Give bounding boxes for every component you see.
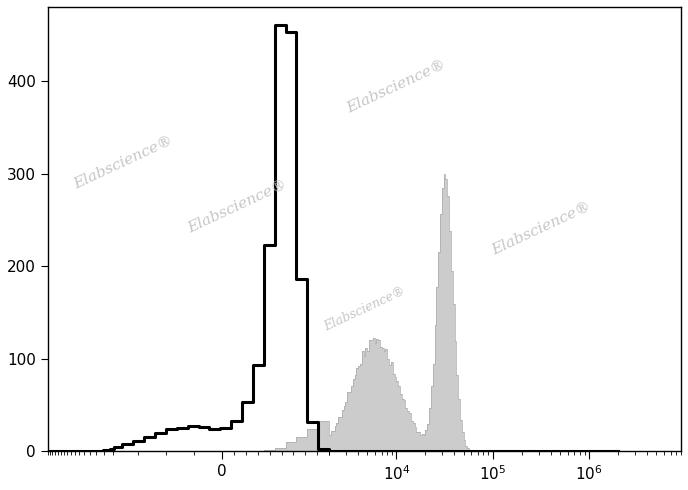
Text: Elabscience®: Elabscience® bbox=[344, 58, 448, 116]
Text: Elabscience®: Elabscience® bbox=[72, 133, 175, 192]
Text: Elabscience®: Elabscience® bbox=[322, 285, 407, 334]
Text: Elabscience®: Elabscience® bbox=[490, 200, 594, 258]
Text: Elabscience®: Elabscience® bbox=[186, 178, 290, 236]
